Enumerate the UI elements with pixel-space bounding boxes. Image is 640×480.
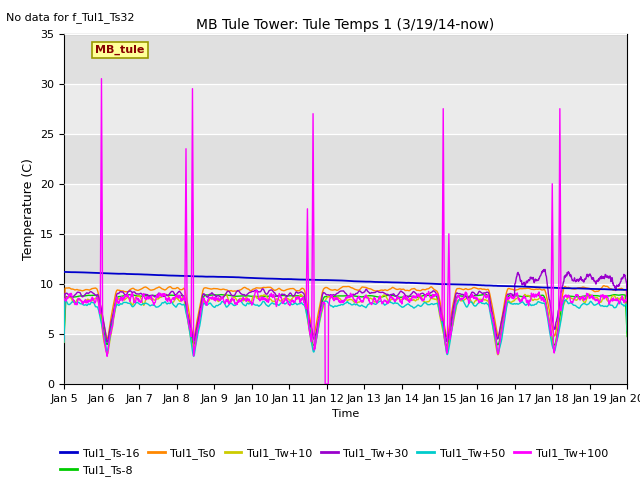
X-axis label: Time: Time xyxy=(332,409,359,419)
Title: MB Tule Tower: Tule Temps 1 (3/19/14-now): MB Tule Tower: Tule Temps 1 (3/19/14-now… xyxy=(196,18,495,33)
Bar xyxy=(64,284,627,334)
Bar xyxy=(64,134,627,184)
Bar xyxy=(64,234,627,284)
Bar xyxy=(64,34,627,84)
Text: MB_tule: MB_tule xyxy=(95,45,145,55)
Legend: Tul1_Ts-16, Tul1_Ts-8, Tul1_Ts0, Tul1_Tw+10, Tul1_Tw+30, Tul1_Tw+50, Tul1_Tw+100: Tul1_Ts-16, Tul1_Ts-8, Tul1_Ts0, Tul1_Tw… xyxy=(56,444,612,480)
Bar xyxy=(64,334,627,384)
Text: No data for f_Tul1_Ts32: No data for f_Tul1_Ts32 xyxy=(6,12,135,23)
Y-axis label: Temperature (C): Temperature (C) xyxy=(22,158,35,260)
Bar xyxy=(64,84,627,134)
Bar xyxy=(64,184,627,234)
